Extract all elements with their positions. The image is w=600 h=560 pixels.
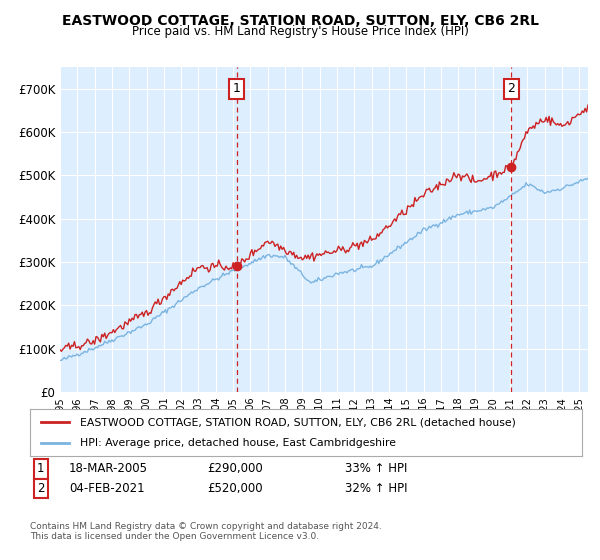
Text: EASTWOOD COTTAGE, STATION ROAD, SUTTON, ELY, CB6 2RL (detached house): EASTWOOD COTTAGE, STATION ROAD, SUTTON, …: [80, 417, 515, 427]
Text: 32% ↑ HPI: 32% ↑ HPI: [345, 482, 407, 495]
Text: HPI: Average price, detached house, East Cambridgeshire: HPI: Average price, detached house, East…: [80, 438, 395, 448]
Text: £290,000: £290,000: [207, 462, 263, 475]
Text: 2: 2: [508, 82, 515, 95]
Text: 1: 1: [233, 82, 241, 95]
Text: 33% ↑ HPI: 33% ↑ HPI: [345, 462, 407, 475]
Text: 18-MAR-2005: 18-MAR-2005: [69, 462, 148, 475]
Text: EASTWOOD COTTAGE, STATION ROAD, SUTTON, ELY, CB6 2RL: EASTWOOD COTTAGE, STATION ROAD, SUTTON, …: [62, 14, 539, 28]
Text: Price paid vs. HM Land Registry's House Price Index (HPI): Price paid vs. HM Land Registry's House …: [131, 25, 469, 38]
Text: £520,000: £520,000: [207, 482, 263, 495]
Text: 1: 1: [37, 462, 44, 475]
Text: Contains HM Land Registry data © Crown copyright and database right 2024.
This d: Contains HM Land Registry data © Crown c…: [30, 522, 382, 542]
Text: 2: 2: [37, 482, 44, 495]
Text: 04-FEB-2021: 04-FEB-2021: [69, 482, 145, 495]
